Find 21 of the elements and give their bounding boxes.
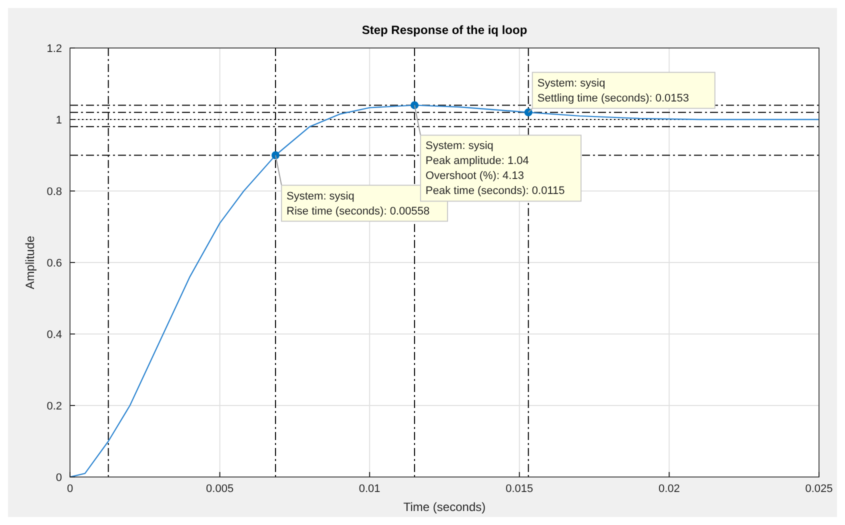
y-tick-label: 0.6: [46, 258, 62, 270]
y-tick-label: 0: [56, 472, 62, 484]
y-tick-label: 0.8: [46, 186, 62, 198]
point: [272, 151, 280, 160]
x-tick-label: 0.01: [358, 483, 380, 495]
annotation: System: sysiq Peak amplitude: 1.04 Overshoot (%): 4.13 Peak time (seconds): 0.0115: [426, 140, 565, 198]
y-tick-label: 1.2: [46, 43, 62, 55]
point: [524, 108, 532, 116]
x-tick-label: 0.02: [658, 483, 680, 495]
x-axis-title: Time (seconds): [403, 500, 486, 514]
point: [410, 101, 419, 110]
x-tick-label: 0: [66, 483, 74, 495]
x-tick-label: 0.025: [805, 483, 833, 495]
chart-title: Step Response of the iq loop: [362, 23, 528, 37]
x-tick-label: 0.015: [506, 483, 534, 495]
y-axis-title: Amplitude: [23, 236, 37, 290]
y-tick-label: 0.2: [46, 400, 62, 412]
x-tick-label: 0.005: [206, 483, 234, 495]
y-tick-label: 0.4: [46, 329, 62, 341]
y-tick-label: 1: [56, 114, 62, 126]
annotation: System: sysiq Settling time (seconds): 0.0153: [537, 77, 690, 104]
